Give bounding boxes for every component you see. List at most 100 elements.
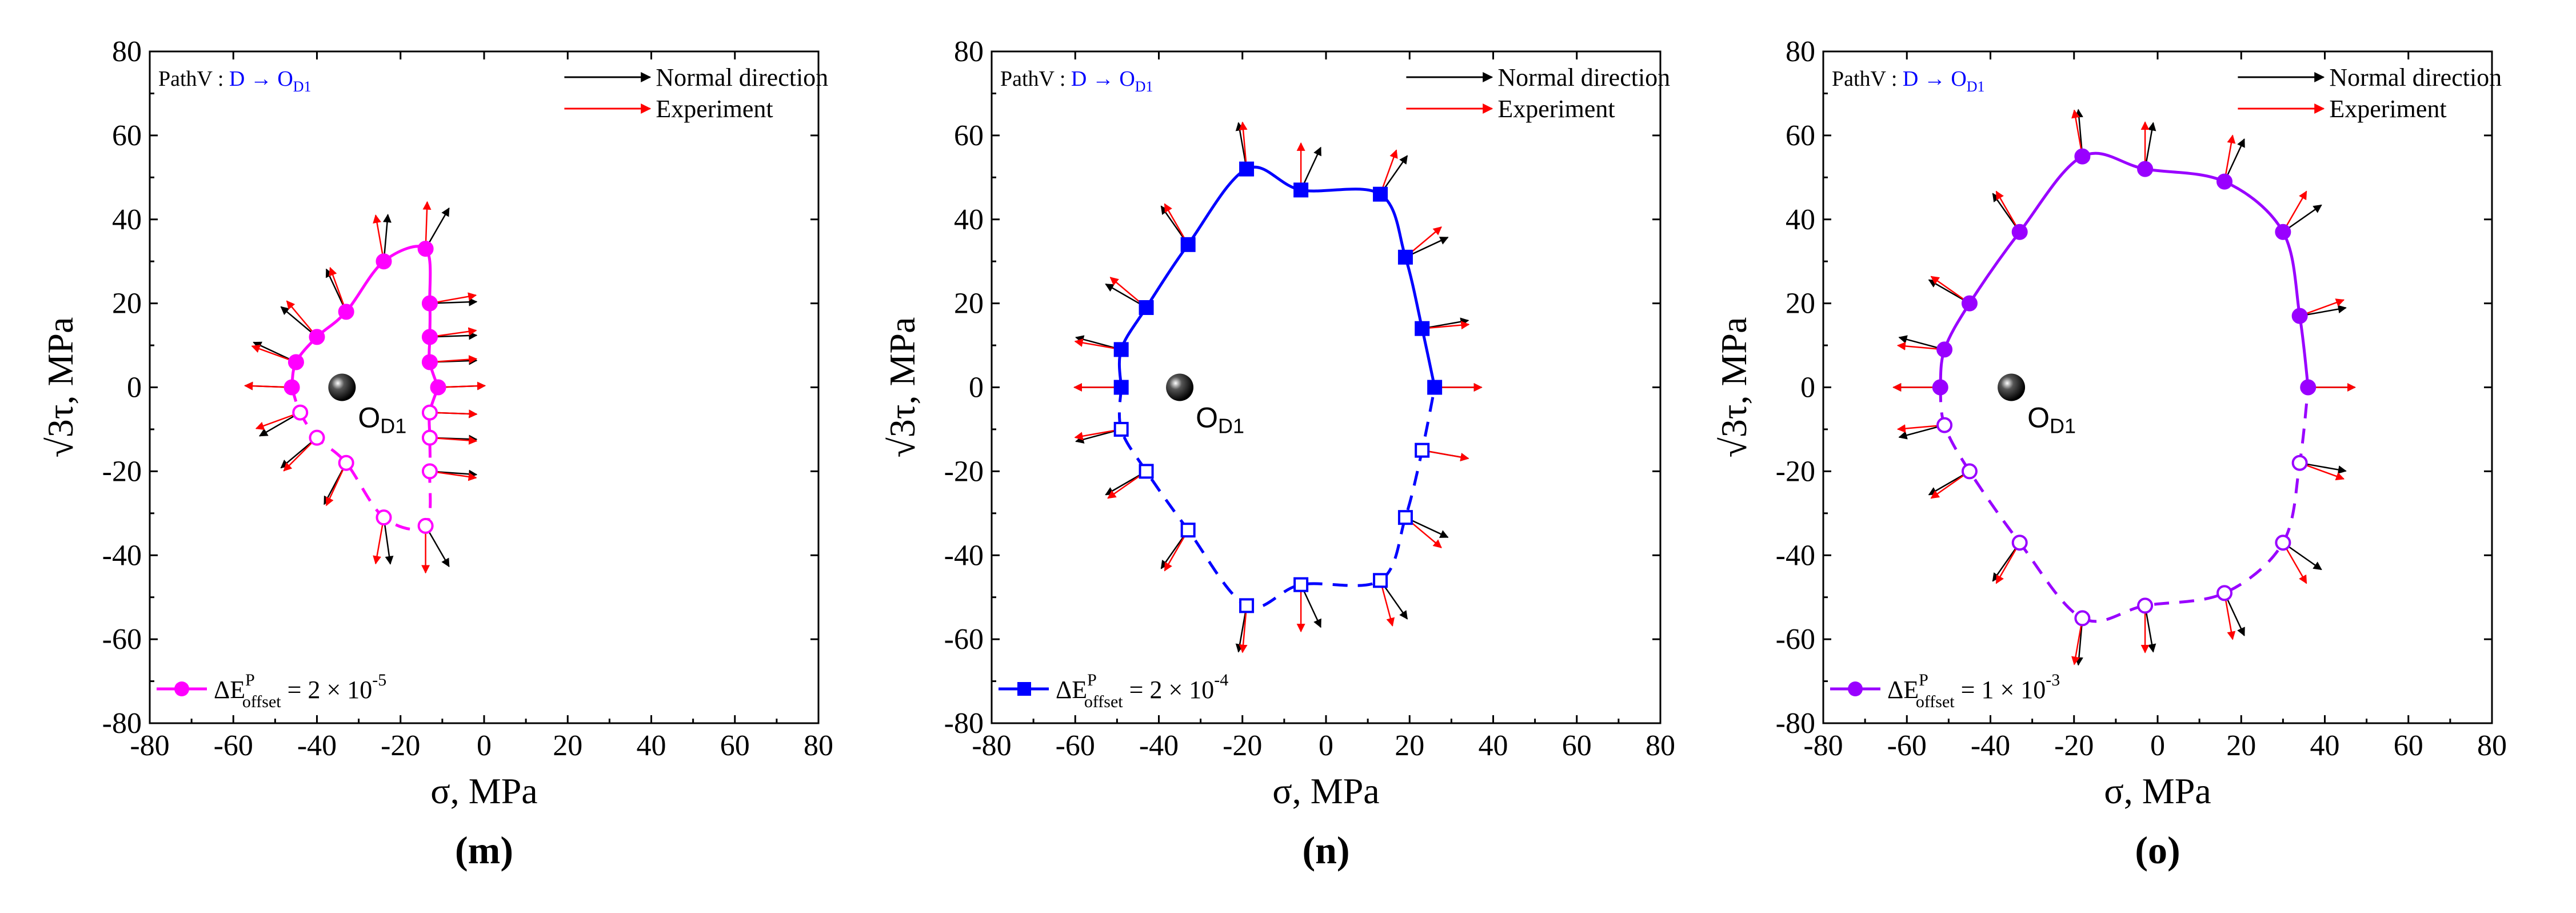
y-tick-label: -40 [944, 539, 984, 572]
legend-experiment-label: Experiment [2329, 95, 2446, 123]
center-label: OD1 [358, 402, 406, 438]
data-point [1373, 573, 1388, 588]
offset-subscript: offset [1084, 692, 1123, 711]
panel-label: (m) [455, 828, 513, 872]
data-point [430, 379, 446, 396]
data-point [417, 517, 434, 534]
center-label-sub: D1 [1218, 414, 1244, 438]
offset-legend-marker [1848, 681, 1863, 696]
data-point [1139, 300, 1154, 315]
offset-legend-label: ΔEP offset = 2 × 10-5 [214, 671, 386, 711]
y-tick-label: 80 [954, 35, 984, 68]
chart-panel-0: -80 -60 -40 -20 0 20 40 60 80 80 60 40 20 0 -20 -40 -60 -… [40, 35, 833, 872]
legend-experiment-label: Experiment [656, 95, 773, 123]
data-point [292, 404, 309, 421]
center-label-sub: D1 [380, 414, 406, 438]
offset-superscript: P [245, 671, 255, 689]
y-tick-label: -80 [944, 707, 984, 740]
data-point [2300, 379, 2317, 396]
data-point [2291, 454, 2308, 471]
data-point [1113, 421, 1129, 437]
offset-legend-marker [174, 681, 189, 696]
x-axis-label: σ, MPa [430, 771, 537, 811]
offset-exponent: -5 [372, 671, 386, 689]
y-axis-label: √3τ, MPa [40, 317, 81, 458]
data-point [421, 354, 438, 370]
x-tick-label: -80 [1803, 729, 1843, 762]
x-tick-label: 20 [1395, 729, 1424, 762]
path-label: PathV : D → OD1 [1832, 67, 1985, 95]
offset-exponent: -3 [2046, 671, 2060, 689]
path-label: PathV : D → OD1 [1000, 67, 1153, 95]
data-point [338, 304, 354, 320]
offset-value: = 2 × 10 [1123, 676, 1215, 704]
data-point [421, 429, 438, 446]
x-tick-label: 40 [637, 729, 666, 762]
data-point [1427, 380, 1443, 395]
data-point [1936, 417, 1953, 433]
offset-symbol: ΔE [1887, 676, 1919, 704]
data-point [2074, 610, 2091, 627]
y-tick-label: -80 [102, 707, 142, 740]
offset-exponent: -4 [1214, 671, 1228, 689]
offset-value: = 2 × 10 [281, 676, 373, 704]
data-point [421, 463, 438, 480]
path-label-prefix: PathV : [1000, 67, 1071, 91]
x-tick-label: 80 [2477, 729, 2507, 762]
y-tick-label: 40 [954, 204, 984, 236]
x-tick-label: 40 [2310, 729, 2340, 762]
upper-curve [290, 245, 440, 388]
y-tick-label: -20 [944, 455, 984, 488]
x-tick-label: 60 [1562, 729, 1592, 762]
data-point [421, 329, 438, 345]
path-label-value: D → O [1071, 67, 1135, 91]
experiment-arrow [1074, 338, 1121, 350]
y-tick-label: -20 [1776, 455, 1815, 488]
y-tick-label: -80 [1776, 707, 1815, 740]
data-point [2216, 585, 2232, 601]
y-tick-label: 0 [127, 372, 142, 404]
data-point [1293, 577, 1309, 592]
offset-symbol: ΔE [1056, 676, 1087, 704]
data-point [421, 295, 438, 312]
data-point [2074, 148, 2091, 165]
y-tick-label: 40 [112, 204, 142, 236]
y-tick-label: 60 [954, 119, 984, 152]
experiment-arrow [1421, 449, 1469, 461]
offset-value: = 1 × 10 [1955, 676, 2046, 704]
offset-legend-label: ΔEP offset = 2 × 10-4 [1056, 671, 1228, 711]
x-tick-label: -80 [972, 729, 1011, 762]
panel-label: (n) [1302, 828, 1349, 872]
center-label-sub: D1 [2050, 414, 2076, 438]
legend-experiment-label: Experiment [1497, 95, 1615, 123]
data-point [1293, 182, 1309, 198]
center-label-main: O [1196, 402, 1218, 434]
center-label-main: O [2027, 402, 2050, 434]
path-label: PathV : D → OD1 [158, 67, 311, 95]
x-tick-label: 60 [720, 729, 750, 762]
y-tick-label: -20 [102, 455, 142, 488]
y-tick-label: 80 [1786, 35, 1815, 68]
x-tick-label: 0 [1319, 729, 1333, 762]
x-tick-label: -60 [1056, 729, 1095, 762]
y-tick-label: 0 [969, 372, 984, 404]
x-tick-label: -60 [1887, 729, 1927, 762]
offset-symbol: ΔE [214, 676, 245, 704]
offset-legend-label: ΔEP offset = 1 × 10-3 [1887, 671, 2060, 711]
center-ball [1166, 373, 1194, 401]
x-tick-label: -40 [297, 729, 337, 762]
x-tick-label: 0 [2150, 729, 2165, 762]
data-point [1180, 237, 1196, 252]
center-ball [328, 373, 356, 401]
x-tick-label: 80 [804, 729, 833, 762]
y-tick-label: 60 [1786, 119, 1815, 152]
x-tick-label: 40 [1479, 729, 1508, 762]
data-point [1961, 463, 1978, 480]
data-point [309, 329, 325, 345]
x-tick-label: -40 [1971, 729, 2010, 762]
y-tick-label: -40 [1776, 539, 1815, 572]
lower-curve [290, 386, 440, 531]
data-point [2137, 161, 2154, 177]
data-point [1239, 161, 1255, 177]
x-tick-label: -80 [130, 729, 169, 762]
